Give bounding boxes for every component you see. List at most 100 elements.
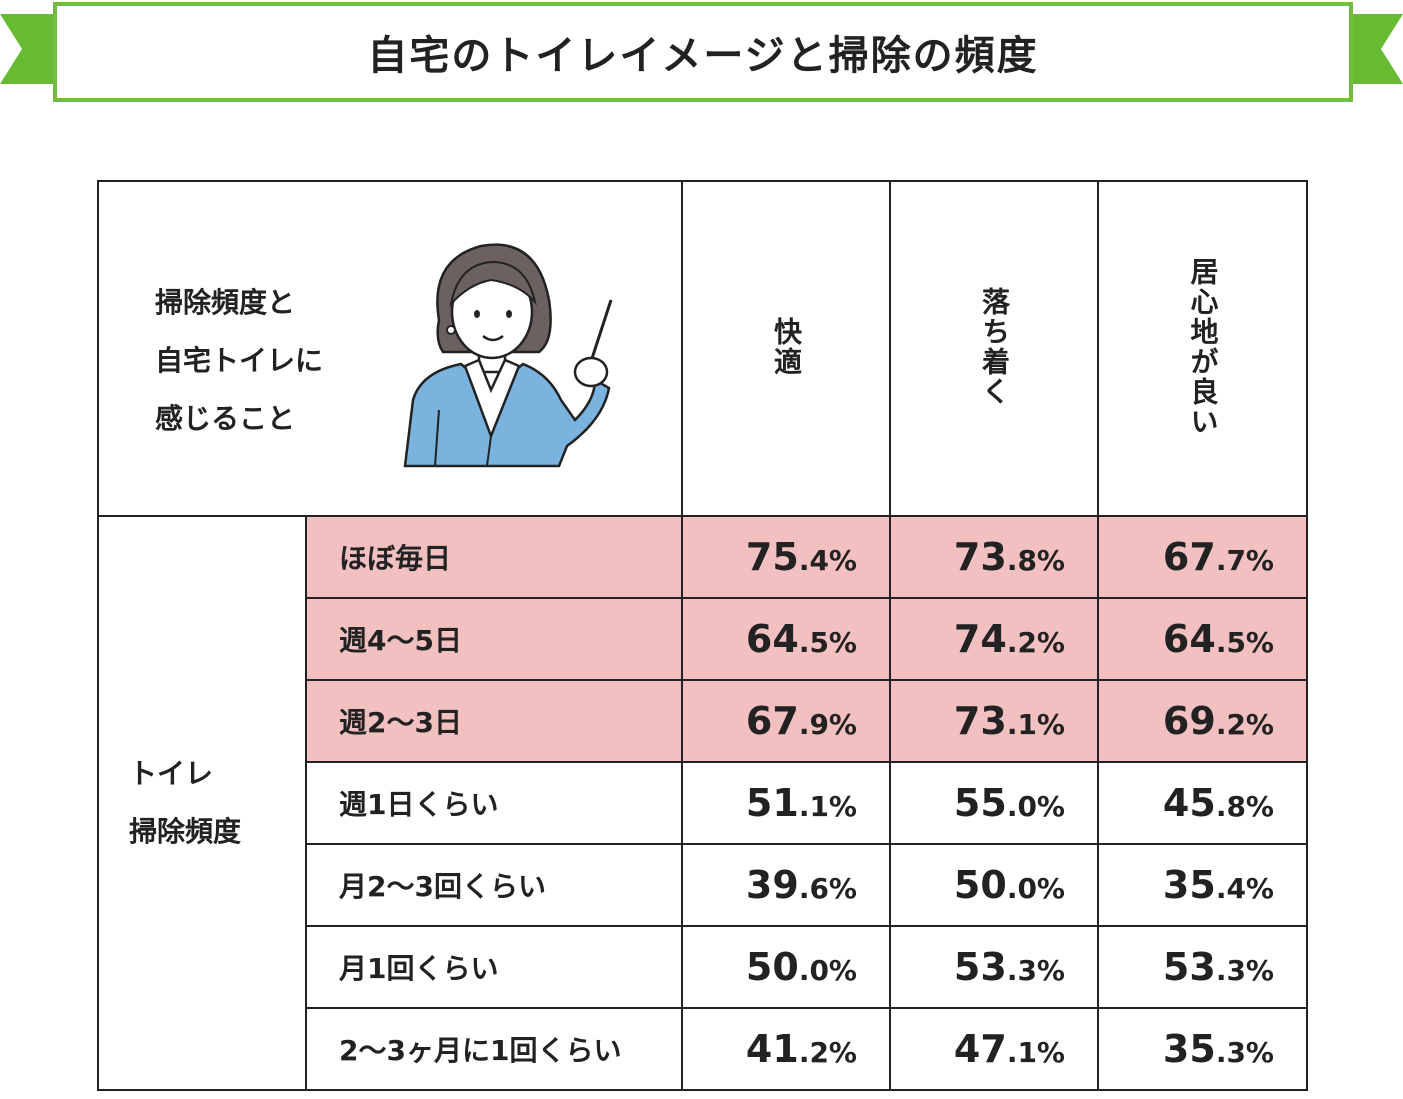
value-cell: 50.0% <box>889 843 1099 927</box>
value-cell: 69.2% <box>1097 679 1308 763</box>
group-label-line: トイレ <box>129 757 214 790</box>
value-integer: 67 <box>1162 535 1216 579</box>
value-integer: 51 <box>745 781 799 825</box>
smile <box>482 334 504 342</box>
value-cell: 74.2% <box>889 597 1099 681</box>
value-cell: 67.9% <box>681 679 891 763</box>
column-header-comfortable: 快適 <box>681 180 891 517</box>
row-label: ほぼ毎日 <box>305 515 683 599</box>
value-decimal: .4% <box>798 544 857 577</box>
table-row: トイレ 掃除頻度 ほぼ毎日 75.4% 73.8% 67.7% <box>97 515 1308 1091</box>
value-decimal: .1% <box>798 790 857 823</box>
table-row: 週4〜5日 64.5% 74.2% 64.5% <box>98 597 1308 681</box>
header-description-cell: 掃除頻度と 自宅トイレに 感じること <box>97 180 683 517</box>
value-integer: 64 <box>1162 617 1216 661</box>
row-label: 月1回くらい <box>305 925 683 1009</box>
header-description: 掃除頻度と 自宅トイレに 感じること <box>155 274 323 448</box>
value-decimal: .5% <box>1215 626 1274 659</box>
value-integer: 69 <box>1162 699 1216 743</box>
earring <box>446 325 456 335</box>
value-decimal: .1% <box>1006 708 1065 741</box>
column-header-calm: 落ち着く <box>889 180 1099 517</box>
value-decimal: .2% <box>1006 626 1065 659</box>
eye <box>506 310 512 318</box>
banner-ribbon-left <box>0 14 55 84</box>
group-label-line: 掃除頻度 <box>129 815 242 848</box>
value-decimal: .0% <box>798 954 857 987</box>
value-decimal: .0% <box>1006 872 1065 905</box>
value-integer: 74 <box>953 617 1007 661</box>
value-integer: 67 <box>745 699 799 743</box>
table-row: 月2〜3回くらい 39.6% 50.0% 35.4% <box>98 843 1308 927</box>
value-decimal: .3% <box>1215 1036 1274 1069</box>
group-label-cleaning-frequency: トイレ 掃除頻度 <box>97 515 307 1091</box>
jacket-seam <box>434 409 440 467</box>
value-cell: 39.6% <box>681 843 891 927</box>
value-cell: 64.5% <box>681 597 891 681</box>
value-cell: 55.0% <box>889 761 1099 845</box>
value-cell: 45.8% <box>1097 761 1308 845</box>
value-cell: 53.3% <box>889 925 1099 1009</box>
title-banner: 自宅のトイレイメージと掃除の頻度 <box>53 2 1353 102</box>
jacket-seam <box>486 435 492 467</box>
banner-ribbon-right <box>1348 14 1403 84</box>
value-decimal: .1% <box>1006 1036 1065 1069</box>
row-label: 週4〜5日 <box>305 597 683 681</box>
value-decimal: .7% <box>1215 544 1274 577</box>
row-label: 月2〜3回くらい <box>305 843 683 927</box>
bangs <box>449 260 537 308</box>
value-integer: 75 <box>745 535 799 579</box>
value-decimal: .5% <box>798 626 857 659</box>
value-integer: 64 <box>745 617 799 661</box>
value-decimal: .0% <box>1006 790 1065 823</box>
value-cell: 35.4% <box>1097 843 1308 927</box>
value-integer: 73 <box>953 699 1007 743</box>
value-integer: 50 <box>953 863 1007 907</box>
value-integer: 35 <box>1162 1027 1216 1071</box>
column-header-cozy: 居心地が良い <box>1097 180 1308 517</box>
value-cell: 64.5% <box>1097 597 1308 681</box>
value-cell: 73.1% <box>889 679 1099 763</box>
value-cell: 50.0% <box>681 925 891 1009</box>
value-integer: 35 <box>1162 863 1216 907</box>
value-decimal: .2% <box>1215 708 1274 741</box>
value-integer: 55 <box>953 781 1007 825</box>
table-row: 月1回くらい 50.0% 53.3% 53.3% <box>98 925 1308 1009</box>
value-cell: 73.8% <box>889 515 1099 599</box>
value-integer: 50 <box>745 945 799 989</box>
table-row: 週2〜3日 67.9% 73.1% 69.2% <box>98 679 1308 763</box>
value-decimal: .9% <box>798 708 857 741</box>
value-cell: 51.1% <box>681 761 891 845</box>
value-integer: 73 <box>953 535 1007 579</box>
value-integer: 53 <box>1162 945 1216 989</box>
value-decimal: .2% <box>798 1036 857 1069</box>
table-row: 2〜3ヶ月に1回くらい 41.2% 47.1% 35.3% <box>98 1007 1308 1091</box>
hand <box>573 356 609 388</box>
value-cell: 67.7% <box>1097 515 1308 599</box>
value-decimal: .3% <box>1215 954 1274 987</box>
page-title: 自宅のトイレイメージと掃除の頻度 <box>367 33 1039 79</box>
header-row: 掃除頻度と 自宅トイレに 感じること <box>97 180 1308 517</box>
woman-with-pointer-icon <box>403 243 613 468</box>
header-desc-line: 自宅トイレに <box>155 344 324 377</box>
value-integer: 39 <box>745 863 799 907</box>
value-decimal: .4% <box>1215 872 1274 905</box>
value-decimal: .8% <box>1006 544 1065 577</box>
jacket <box>403 362 611 468</box>
value-cell: 41.2% <box>681 1007 891 1091</box>
value-integer: 47 <box>953 1027 1007 1071</box>
header-desc-line: 感じること <box>155 402 296 435</box>
eye <box>474 310 480 318</box>
value-integer: 53 <box>953 945 1007 989</box>
value-integer: 45 <box>1162 781 1216 825</box>
data-table: 掃除頻度と 自宅トイレに 感じること <box>97 180 1308 1091</box>
value-cell: 53.3% <box>1097 925 1308 1009</box>
value-integer: 41 <box>745 1027 799 1071</box>
value-cell: 35.3% <box>1097 1007 1308 1091</box>
row-label: 週2〜3日 <box>305 679 683 763</box>
value-decimal: .3% <box>1006 954 1065 987</box>
header-desc-line: 掃除頻度と <box>155 286 296 319</box>
value-decimal: .8% <box>1215 790 1274 823</box>
value-cell: 75.4% <box>681 515 891 599</box>
table-row: 週1日くらい 51.1% 55.0% 45.8% <box>98 761 1308 845</box>
